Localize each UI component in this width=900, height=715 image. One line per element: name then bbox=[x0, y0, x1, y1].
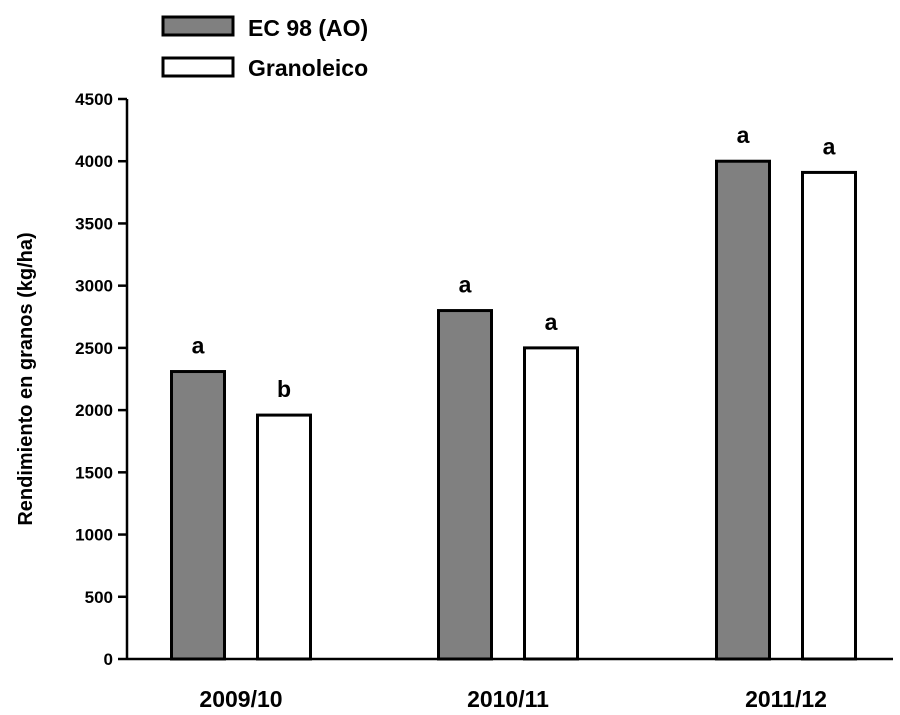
bar-ec98-2 bbox=[715, 159, 771, 661]
bar-significance-label-0-1: a bbox=[459, 272, 472, 298]
plot-area: 0 500 1000 1500 2000 2500 3000 3500 4000 4500 a b 20… bbox=[75, 90, 857, 712]
legend-swatch-series-1 bbox=[161, 56, 235, 78]
y-tick-label-2: 1000 bbox=[75, 526, 113, 545]
bar-granoleico-2 bbox=[801, 170, 857, 661]
x-tick-label-0: 2009/10 bbox=[199, 686, 282, 712]
y-tick-label-3: 1500 bbox=[75, 463, 113, 482]
legend-label-series-1: Granoleico bbox=[248, 55, 368, 81]
legend-swatch-series-0 bbox=[161, 15, 235, 37]
bar-significance-label-0-2: a bbox=[737, 122, 750, 148]
y-tick-label-1: 500 bbox=[85, 588, 113, 607]
bar-ec98-0 bbox=[170, 370, 226, 661]
bar-granoleico-0 bbox=[256, 413, 312, 661]
y-tick-label-9: 4500 bbox=[75, 90, 113, 109]
y-tick-label-0: 0 bbox=[104, 650, 113, 669]
bar-significance-label-0-0: a bbox=[192, 333, 205, 359]
x-tick-label-2: 2011/12 bbox=[745, 686, 827, 712]
bar-significance-label-1-0: b bbox=[277, 376, 291, 402]
bar-significance-label-1-2: a bbox=[823, 133, 836, 159]
y-tick-label-5: 2500 bbox=[75, 339, 113, 358]
y-tick-label-8: 4000 bbox=[75, 152, 113, 171]
y-tick-label-4: 2000 bbox=[75, 401, 113, 420]
y-tick-label-7: 3500 bbox=[75, 214, 113, 233]
x-tick-label-1: 2010/11 bbox=[467, 686, 549, 712]
y-axis-title: Rendimiento en granos (kg/ha) bbox=[15, 232, 37, 525]
legend-label-series-0: EC 98 (AO) bbox=[248, 15, 368, 41]
bar-granoleico-1 bbox=[523, 346, 579, 661]
y-tick-label-6: 3000 bbox=[75, 277, 113, 296]
legend: EC 98 (AO) Granoleico bbox=[161, 15, 368, 81]
bar-significance-label-1-1: a bbox=[545, 309, 558, 335]
bar-ec98-1 bbox=[437, 309, 493, 661]
